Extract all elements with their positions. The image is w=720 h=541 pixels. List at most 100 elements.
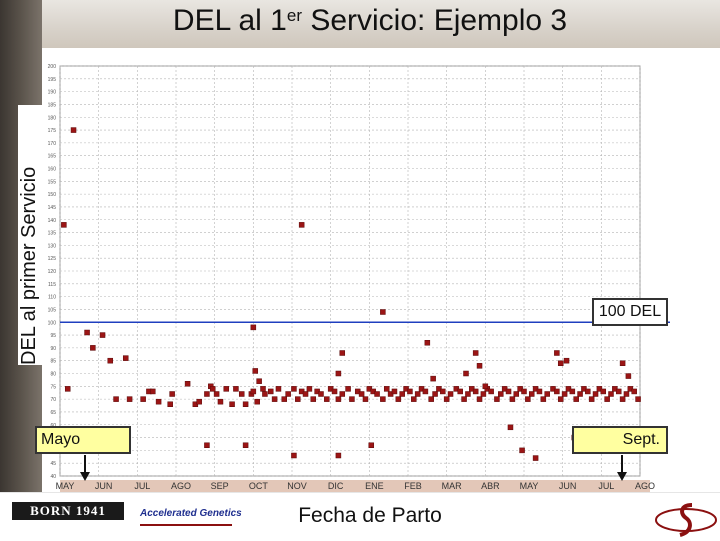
y-tick-label: 95 bbox=[50, 333, 56, 339]
data-point bbox=[233, 386, 239, 392]
y-tick-label: 135 bbox=[48, 231, 57, 237]
y-tick-label: 185 bbox=[48, 102, 57, 108]
y-tick-label: 140 bbox=[48, 218, 57, 224]
data-point bbox=[229, 401, 235, 407]
data-point bbox=[310, 396, 317, 402]
data-point bbox=[335, 396, 342, 402]
data-point bbox=[395, 396, 402, 402]
y-tick-label: 85 bbox=[50, 359, 56, 365]
data-point bbox=[447, 391, 454, 397]
data-point bbox=[362, 396, 369, 402]
data-point bbox=[184, 381, 191, 387]
data-point bbox=[254, 398, 260, 405]
data-point bbox=[113, 396, 119, 402]
data-point bbox=[262, 391, 268, 397]
data-point bbox=[525, 396, 531, 402]
x-tick-label: MAY bbox=[56, 481, 75, 491]
data-point bbox=[339, 391, 346, 397]
data-point bbox=[507, 424, 514, 431]
data-point bbox=[281, 396, 288, 402]
data-point bbox=[424, 340, 431, 346]
y-tick-label: 70 bbox=[50, 397, 56, 403]
y-tick-label: 90 bbox=[50, 346, 56, 352]
chart: 4045505560657075808590951001051101151201… bbox=[40, 44, 670, 496]
annotation-mayo: Mayo bbox=[35, 426, 131, 454]
data-point bbox=[509, 396, 516, 402]
x-tick-label: AGO bbox=[635, 481, 655, 491]
data-point bbox=[90, 345, 96, 351]
y-tick-label: 180 bbox=[48, 115, 57, 121]
data-point bbox=[374, 391, 380, 397]
data-point bbox=[99, 332, 106, 338]
y-tick-label: 130 bbox=[48, 243, 57, 249]
y-tick-label: 75 bbox=[50, 384, 56, 390]
data-point bbox=[619, 396, 626, 402]
data-point bbox=[358, 391, 365, 397]
data-point bbox=[399, 391, 405, 397]
data-point bbox=[217, 398, 224, 405]
data-point bbox=[561, 391, 568, 397]
x-tick-label: FEB bbox=[404, 481, 422, 491]
data-point bbox=[196, 398, 202, 405]
data-point bbox=[298, 222, 305, 228]
data-point bbox=[619, 360, 626, 366]
data-point bbox=[150, 388, 156, 395]
data-point bbox=[291, 452, 297, 459]
x-tick-label: MAY bbox=[520, 481, 539, 491]
data-point bbox=[532, 455, 539, 461]
x-tick-label: JUL bbox=[134, 481, 150, 491]
data-point bbox=[107, 357, 114, 364]
data-point bbox=[380, 309, 386, 315]
data-point bbox=[457, 388, 463, 395]
arrowhead-sept bbox=[617, 472, 627, 481]
data-point bbox=[569, 388, 576, 395]
data-point bbox=[167, 401, 173, 407]
y-tick-label: 65 bbox=[50, 410, 56, 416]
data-point bbox=[411, 396, 417, 402]
y-tick-label: 145 bbox=[48, 205, 57, 211]
data-point bbox=[635, 396, 641, 402]
data-point bbox=[554, 350, 560, 356]
page-title: DEL al 1er Servicio: Ejemplo 3 bbox=[172, 4, 568, 37]
y-tick-label: 100 bbox=[48, 320, 57, 326]
y-tick-label: 170 bbox=[48, 141, 57, 147]
arrow-mayo bbox=[84, 455, 86, 473]
data-point bbox=[122, 355, 129, 361]
data-point bbox=[335, 370, 342, 377]
data-point bbox=[540, 396, 547, 402]
data-point bbox=[339, 350, 346, 356]
x-tick-label: JUL bbox=[598, 481, 614, 491]
data-point bbox=[463, 370, 469, 377]
data-point bbox=[557, 360, 564, 366]
x-tick-label: JUN bbox=[559, 481, 577, 491]
data-point bbox=[368, 442, 375, 448]
data-point bbox=[494, 396, 500, 402]
data-point bbox=[335, 452, 342, 459]
data-point bbox=[209, 386, 216, 392]
y-tick-label: 45 bbox=[50, 461, 56, 467]
accelerated-genetics-logo: Accelerated Genetics bbox=[140, 504, 242, 526]
data-point bbox=[331, 388, 338, 395]
y-tick-label: 110 bbox=[48, 295, 56, 301]
data-point bbox=[256, 378, 262, 384]
data-point bbox=[204, 442, 210, 448]
data-point bbox=[488, 388, 494, 395]
y-tick-label: 175 bbox=[48, 128, 57, 134]
data-point bbox=[585, 388, 591, 395]
data-point bbox=[391, 388, 398, 395]
data-point bbox=[250, 388, 257, 395]
background-barn-photo bbox=[0, 0, 720, 48]
data-point bbox=[432, 391, 438, 397]
data-point bbox=[61, 222, 67, 228]
born-logo: BORN 1941 bbox=[12, 502, 124, 520]
data-point bbox=[204, 391, 210, 397]
arrowhead-mayo bbox=[80, 472, 90, 481]
data-point bbox=[213, 391, 220, 397]
data-point bbox=[513, 391, 520, 397]
x-tick-label: NOV bbox=[287, 481, 307, 491]
y-tick-label: 195 bbox=[48, 77, 57, 83]
chart-svg: 4045505560657075808590951001051101151201… bbox=[48, 64, 670, 492]
data-point bbox=[275, 386, 282, 392]
x-axis-band bbox=[60, 480, 650, 492]
data-point bbox=[285, 391, 291, 397]
